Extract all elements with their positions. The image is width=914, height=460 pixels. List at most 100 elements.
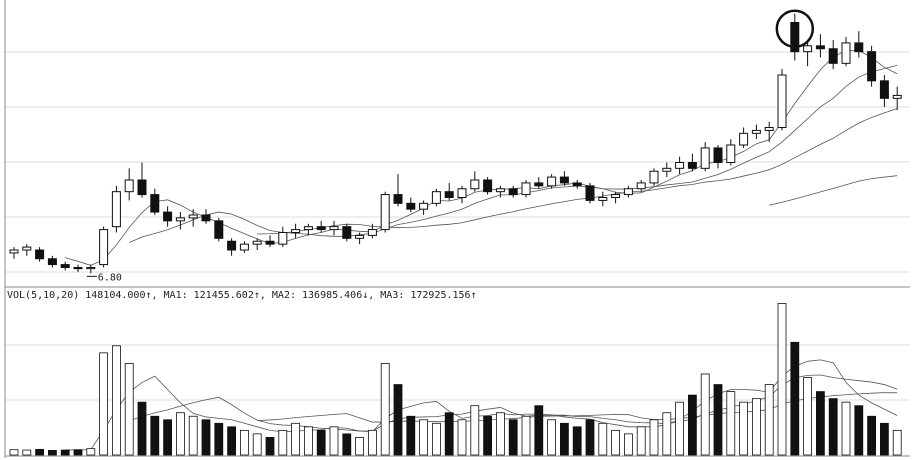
candle-body — [700, 147, 710, 169]
candle-body — [214, 220, 224, 239]
volume-bar — [495, 412, 505, 456]
volume-bar — [137, 401, 147, 456]
candle-body — [636, 182, 646, 190]
volume-bar — [291, 422, 301, 456]
volume-bar — [239, 429, 249, 456]
candle-body — [355, 234, 365, 239]
volume-bar — [150, 415, 160, 456]
volume-bar — [739, 401, 748, 456]
candle-body — [201, 214, 211, 222]
candle-body — [380, 194, 390, 231]
candle-body — [188, 214, 198, 219]
volume-bar — [444, 412, 454, 456]
volume-bar — [188, 415, 198, 456]
volume-bar — [470, 405, 480, 456]
candle-body — [303, 226, 313, 231]
candle-body — [675, 162, 685, 169]
volume-bar — [355, 436, 365, 456]
candle-body — [457, 188, 467, 198]
volume-bar — [124, 363, 134, 456]
candle-body — [367, 229, 377, 236]
candle-body — [611, 194, 621, 198]
candle-body — [329, 226, 339, 231]
candle-body — [867, 51, 877, 82]
highlight-circle — [775, 9, 815, 48]
volume-bar — [892, 429, 902, 456]
candle-body — [291, 229, 301, 233]
volume-bar — [700, 373, 710, 456]
candle-body — [35, 249, 45, 260]
volume-bar — [649, 419, 659, 456]
candle-body — [508, 188, 518, 196]
candle-body — [252, 240, 262, 245]
candle-body — [815, 45, 825, 50]
candle-body — [163, 211, 173, 222]
candle-body — [598, 197, 608, 201]
candle-body — [419, 202, 429, 210]
volume-bar — [73, 449, 83, 456]
volume-bar — [48, 450, 57, 456]
candle-body — [175, 217, 185, 222]
candle-body — [495, 188, 505, 193]
candle-body — [316, 226, 326, 231]
volume-bar — [380, 363, 390, 456]
candle-body — [47, 258, 57, 266]
volume-bar — [265, 436, 275, 456]
candle-body — [278, 232, 288, 245]
volume-bar — [662, 412, 672, 456]
volume-bar — [163, 419, 173, 456]
volume-bar — [726, 391, 736, 456]
candle-body — [9, 249, 19, 254]
volume-bar — [816, 391, 825, 456]
volume-bar — [227, 426, 237, 456]
volume-bar — [22, 449, 32, 456]
candle-body — [623, 188, 633, 196]
candle-body — [22, 246, 32, 251]
candle-body — [777, 74, 787, 128]
volume-bar — [252, 433, 262, 456]
volume-bar — [547, 419, 556, 456]
volume-bar — [86, 448, 96, 456]
candle-body — [726, 144, 736, 163]
volume-bar — [713, 384, 723, 456]
volume-bar — [457, 419, 467, 456]
candle-body — [841, 42, 851, 64]
candle-body — [137, 179, 147, 196]
volume-bar — [9, 449, 19, 456]
volume-bar — [624, 433, 633, 456]
candle-body — [444, 191, 454, 199]
volume-bar — [688, 394, 697, 456]
volume-bar — [342, 433, 352, 456]
volume-bar — [790, 341, 800, 456]
candle-body — [803, 45, 813, 53]
candle-body — [431, 191, 441, 204]
volume-bar — [35, 448, 44, 456]
volume-bar — [329, 426, 339, 456]
candle-body — [124, 179, 134, 193]
candle-body — [751, 129, 761, 134]
volume-bar — [316, 429, 326, 456]
volume-bar — [112, 345, 121, 456]
candle-body — [559, 176, 569, 184]
volume-bar — [201, 419, 211, 456]
volume-bar — [431, 422, 441, 456]
volume-bar — [803, 377, 812, 456]
candle-body — [764, 127, 774, 131]
candle-body — [227, 240, 237, 251]
candle-body — [470, 179, 480, 190]
candle-body — [572, 182, 582, 187]
candle-body — [73, 267, 83, 270]
volume-bar — [585, 419, 595, 456]
candle-body — [828, 48, 838, 64]
candle-body — [342, 226, 352, 239]
volume-bar — [393, 384, 403, 456]
volume-bar — [611, 429, 620, 456]
volume-bar — [508, 419, 518, 456]
volume-bar — [367, 429, 377, 456]
moving-average — [257, 108, 898, 235]
volume-bar — [99, 352, 108, 456]
candle-body — [892, 94, 902, 99]
volume-bar — [675, 401, 684, 456]
candle-body — [86, 267, 96, 270]
